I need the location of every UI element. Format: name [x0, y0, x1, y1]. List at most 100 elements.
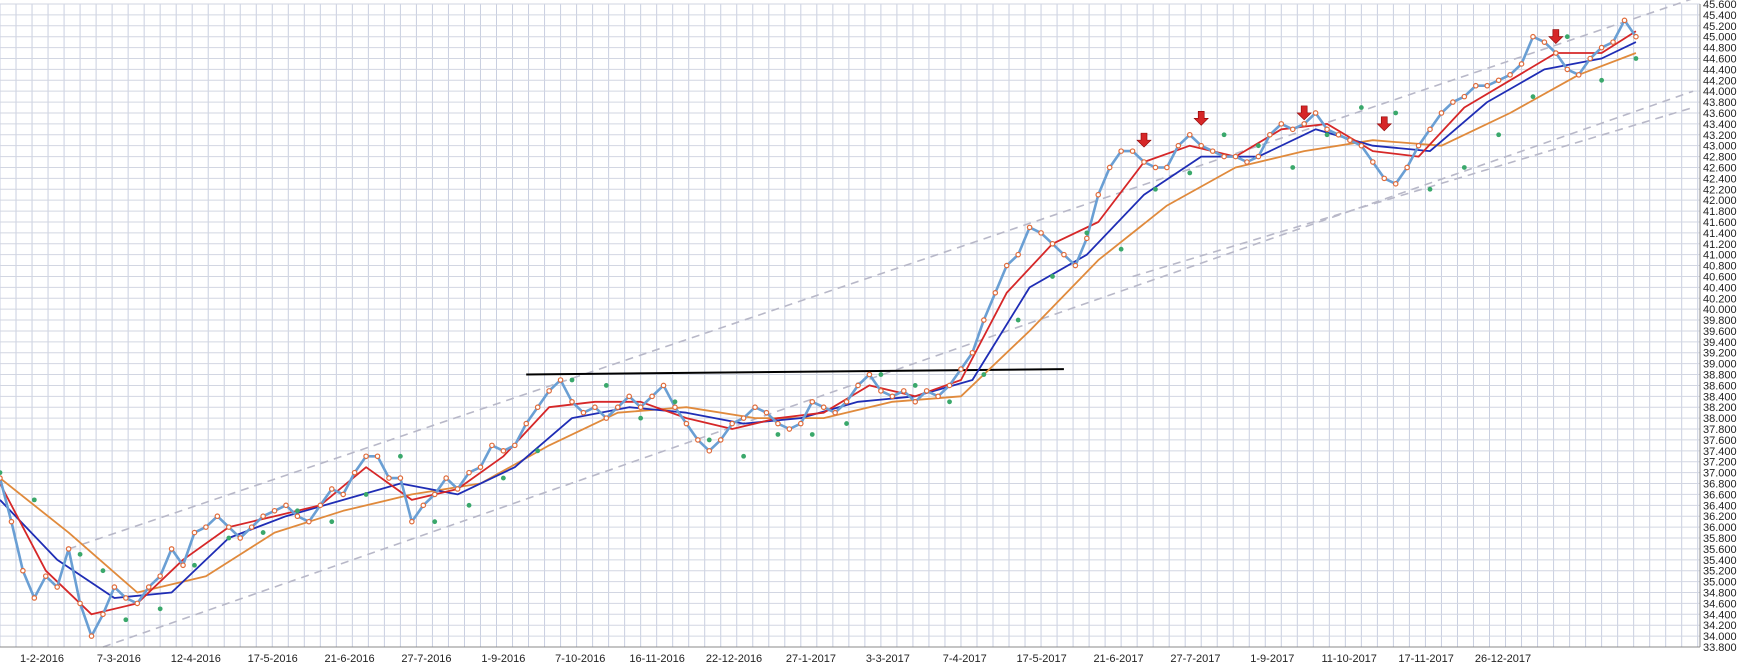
sar-dot — [1256, 143, 1261, 149]
sar-dot — [100, 568, 106, 574]
y-tick-label: 34.400 — [1703, 609, 1737, 621]
sar-dot — [638, 415, 644, 421]
y-tick-label: 36.000 — [1703, 522, 1737, 534]
price-point — [992, 290, 999, 296]
price-point — [123, 595, 129, 601]
price-point — [889, 393, 896, 400]
x-tick-label: 1-9-2017 — [1250, 653, 1294, 665]
price-point — [706, 448, 713, 454]
price-point — [660, 382, 667, 389]
channel-lower-line — [102, 90, 1694, 648]
y-tick-label: 41.400 — [1703, 228, 1737, 240]
price-point — [1118, 148, 1124, 154]
price-point — [626, 393, 633, 400]
y-tick-label: 45.400 — [1703, 10, 1737, 22]
price-point — [775, 420, 781, 427]
price-point — [866, 371, 873, 378]
x-tick-label: 7-4-2017 — [943, 653, 987, 665]
sell-arrow-icon — [1136, 132, 1152, 148]
price-point — [603, 415, 610, 421]
price-point — [1061, 251, 1067, 258]
sar-dot — [741, 453, 747, 459]
price-point — [157, 573, 163, 579]
sar-dot — [981, 372, 987, 377]
y-tick-label: 35.400 — [1703, 555, 1737, 567]
y-tick-label: 43.800 — [1703, 97, 1737, 109]
price-point — [740, 415, 747, 421]
ma-fast-line — [0, 30, 1637, 616]
price-point — [1621, 17, 1628, 24]
sar-dot — [31, 497, 37, 503]
x-tick-label: 1-2-2016 — [20, 653, 64, 665]
price-point — [134, 600, 141, 607]
price-point — [729, 420, 735, 427]
price-point — [1564, 66, 1571, 73]
price-point — [1072, 262, 1079, 269]
price-point — [1232, 153, 1239, 160]
price-point — [420, 502, 427, 509]
price-point — [1381, 175, 1388, 182]
sell-arrow-icon — [1376, 116, 1392, 132]
price-point — [832, 409, 838, 416]
price-point — [1461, 93, 1468, 100]
y-tick-label: 41.200 — [1703, 239, 1737, 251]
sar-dot — [1564, 34, 1570, 40]
price-point — [580, 409, 587, 416]
price-point — [1518, 61, 1525, 67]
price-point — [42, 573, 49, 579]
price-point — [145, 584, 152, 590]
price-point — [1450, 99, 1456, 105]
price-point — [1038, 230, 1044, 236]
sell-arrow-icon — [1193, 111, 1209, 126]
price-point — [306, 518, 312, 525]
price-point — [1175, 142, 1182, 149]
price-point — [1495, 77, 1502, 84]
price-point — [1221, 153, 1227, 160]
price-point — [1370, 159, 1376, 165]
x-tick-label: 3-3-2017 — [866, 653, 910, 665]
x-tick-label: 21-6-2016 — [325, 653, 375, 665]
price-point — [8, 518, 15, 525]
parabolic-sar-dots — [0, 34, 1639, 623]
price-point — [912, 398, 919, 405]
y-tick-label: 38.400 — [1703, 391, 1737, 403]
x-tick-label: 7-3-2016 — [97, 653, 141, 665]
y-tick-label: 45.600 — [1703, 0, 1737, 11]
y-tick-label: 42.400 — [1703, 173, 1737, 185]
x-tick-label: 12-4-2016 — [171, 653, 221, 665]
price-point — [786, 426, 793, 432]
y-tick-label: 39.600 — [1703, 326, 1737, 338]
y-axis: 45.60045.40045.20045.00044.80044.60044.4… — [1699, 0, 1737, 654]
price-point — [1587, 55, 1593, 62]
price-point — [878, 388, 884, 394]
price-point — [1301, 121, 1307, 127]
price-point — [65, 546, 72, 552]
price-point — [397, 475, 404, 481]
x-tick-label: 7-10-2016 — [555, 653, 605, 665]
x-tick-label: 22-12-2016 — [706, 653, 762, 665]
price-point — [100, 611, 106, 618]
price-point — [752, 404, 758, 411]
price-point — [111, 584, 118, 590]
price-point — [260, 513, 266, 520]
price-point — [1255, 153, 1262, 160]
price-point — [1049, 240, 1056, 247]
sar-dot — [912, 383, 918, 388]
y-tick-label: 40.600 — [1703, 271, 1737, 283]
y-tick-label: 33.800 — [1703, 642, 1737, 654]
sar-dot — [1461, 165, 1467, 170]
sar-dot — [672, 399, 678, 405]
y-tick-label: 42.200 — [1703, 184, 1737, 196]
sar-dot — [1496, 132, 1502, 138]
price-point — [31, 595, 38, 601]
price-point — [340, 491, 347, 498]
price-point — [54, 584, 61, 590]
price-point — [1598, 44, 1605, 51]
price-point — [386, 475, 392, 481]
price-point — [1404, 164, 1410, 171]
horizontal-gridlines — [0, 3, 1700, 648]
y-tick-label: 34.800 — [1703, 588, 1737, 600]
y-tick-label: 37.800 — [1703, 424, 1737, 436]
sar-dot — [1187, 170, 1193, 176]
